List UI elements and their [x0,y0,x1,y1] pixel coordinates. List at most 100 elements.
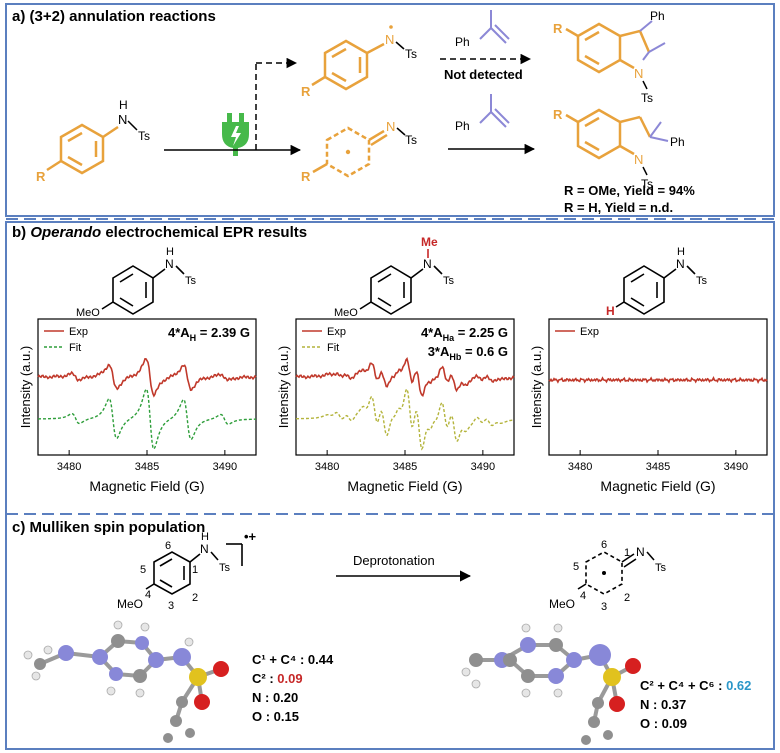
section-c: N H Ts MeO •+ 6 1 2 3 4 5 Deprotonation … [23,529,751,745]
n-radical-intermediate [311,39,385,91]
radical-R: R [301,84,311,99]
s2-Ts: Ts [443,275,455,287]
product-bottom-N: N [634,152,643,167]
section-bc-frame [5,221,775,750]
epr-structure-1 [101,265,185,315]
product-top-R: R [553,21,563,36]
c-left-num4: 4 [145,589,151,601]
s1-MeO: MeO [76,307,100,319]
imine-Ts: Ts [405,133,417,147]
spin-left-1: C² : 0.09 [252,671,303,686]
c-left-N: N [200,542,209,556]
c-right-num5: 5 [573,561,579,573]
deprotonation-label: Deprotonation [353,553,435,568]
legend-label-fit: Fit [69,342,81,354]
alkene-bottom-Ph: Ph [455,119,470,133]
electrochemistry-plug-icon [222,113,249,156]
spin-values-left: C¹ + C⁴ : 0.44 C² : 0.09 N : 0.20 O : 0.… [252,652,334,724]
x-tick-label: 3490 [724,461,748,473]
spin-left-0: C¹ + C⁴ : 0.44 [252,652,334,667]
imine-R: R [301,169,311,184]
c-left-num6: 6 [165,540,171,552]
alkene-top [479,10,510,44]
s1-H: H [166,246,174,258]
indoline-product-bottom [565,108,652,160]
c-left-num1: 1 [192,564,198,576]
product-top-N: N [634,66,643,81]
c-right-num3: 3 [601,601,607,613]
molecular-model-right [461,623,641,745]
legend-label-exp: Exp [327,326,346,338]
section-b-structures: N H Ts MeO Me N Ts MeO N H Ts H [76,235,708,319]
product-bottom-Ts: Ts [641,177,653,191]
radical-cation-structure [145,543,243,595]
section-b-italic: Operando [30,224,102,241]
spin-values-right: C² + C⁴ + C⁶ : 0.62 N : 0.37 O : 0.09 [640,678,751,731]
x-tick-label: 3480 [57,461,81,473]
c-right-MeO: MeO [549,597,575,611]
s1-Ts: Ts [185,275,197,287]
c-left-MeO: MeO [117,597,143,611]
section-a: N H Ts R N Ts R [36,9,695,215]
radical-N: N [385,32,394,47]
s1-N: N [165,257,174,271]
hyperfine-annotation: 3*AHb = 0.6 G [428,344,508,362]
aniline-H: H [119,98,128,112]
x-tick-label: 3480 [315,461,339,473]
legend-label-fit: Fit [327,342,339,354]
imine-N: N [386,119,395,134]
legend-label-exp: Exp [69,326,88,338]
epr-structure-2 [359,265,443,315]
aniline-Ts: Ts [138,129,150,143]
x-axis-label: Magnetic Field (G) [89,478,204,494]
c-right-num6: 6 [601,539,607,551]
c-right-N: N [636,545,645,559]
section-b-rest: electrochemical EPR results [101,224,308,241]
alkene-top-Ph: Ph [455,35,470,49]
x-tick-label: 3485 [135,461,159,473]
not-detected-label: Not detected [444,67,523,82]
x-tick-label: 3485 [646,461,670,473]
imine-radical-intermediate [312,126,388,178]
hyperfine-annotation: 4*AHa = 2.25 G [421,325,508,343]
c-left-Ts: Ts [219,562,231,574]
section-a-title: a) (3+2) annulation reactions [12,8,216,25]
spin-left-2: N : 0.20 [252,690,298,705]
yield-result-2: R = H, Yield = n.d. [564,200,673,215]
section-a-frame [5,3,775,217]
s3-H: H [677,246,685,258]
radical-cation-charge: •+ [244,529,257,544]
x-tick-label: 3490 [471,461,495,473]
s3-H-red: H [606,304,615,318]
y-axis-label: Intensity (a.u.) [529,346,544,428]
epr-structure-3 [615,265,696,315]
legend-label-exp: Exp [580,326,599,338]
s2-MeO: MeO [334,307,358,319]
c-left-H: H [201,531,209,543]
spin-left-3: O : 0.15 [252,709,299,724]
molecular-model-left [23,620,229,743]
epr-chart-2: 3480 3485 3490 Magnetic Field (G) Intensity … [276,318,515,494]
c-left-num3: 3 [168,600,174,612]
epr-chart-1: 3480 3485 3490 Magnetic Field (G) Intensity … [18,318,257,494]
aniline-R: R [36,169,46,184]
product-bottom-R: R [553,107,563,122]
y-axis-label: Intensity (a.u.) [276,346,291,428]
x-tick-label: 3480 [568,461,592,473]
x-tick-label: 3485 [393,461,417,473]
plot-frame [548,318,768,456]
product-bottom-Ph: Ph [670,135,685,149]
fit-trace [296,387,515,451]
section-b-prefix: b) [12,224,31,241]
x-tick-label: 3490 [213,461,237,473]
s2-Me: Me [421,235,438,249]
spin-right-0: C² + C⁴ + C⁶ : 0.62 [640,678,751,693]
exp-trace [548,376,768,384]
y-axis-label: Intensity (a.u.) [18,346,33,428]
exp-trace [295,356,515,397]
neutral-radical-structure [577,551,655,595]
radical-Ts: Ts [405,47,417,61]
spin-right-2: O : 0.09 [640,716,687,731]
spin-right-1: N : 0.37 [640,697,686,712]
s3-N: N [676,257,685,271]
